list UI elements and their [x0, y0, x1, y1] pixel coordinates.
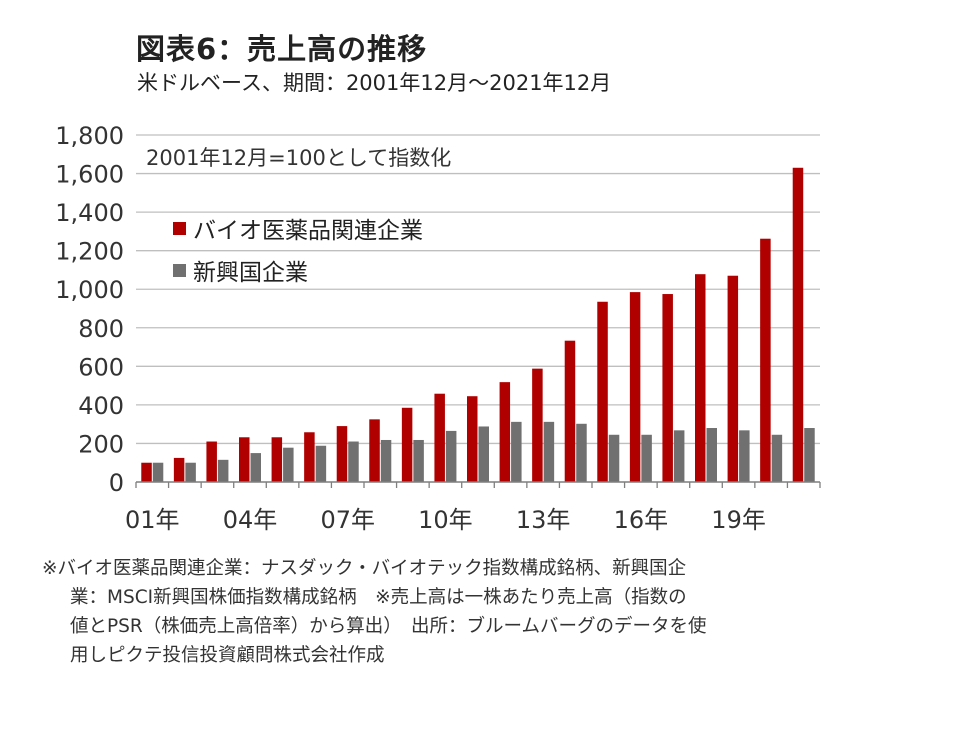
y-tick-label: 1,800: [55, 122, 124, 150]
bar-bio: [434, 393, 445, 482]
bar-emerging: [315, 445, 327, 482]
bar-emerging: [348, 441, 359, 482]
bar-bio: [141, 462, 152, 482]
y-axis-tick-labels: 0 200 400 600 800 1,000 1,200 1,400 1,600 1,800: [55, 122, 124, 497]
bar-emerging: [413, 439, 424, 482]
bar-bio: [206, 441, 217, 482]
bar-emerging: [673, 430, 685, 482]
x-axis-tick-labels: 01年 04年 07年 10年 13年 16年 19年: [125, 506, 766, 534]
y-tick-label: 1,000: [55, 276, 124, 304]
y-tick-label: 400: [78, 392, 124, 420]
bar-bio: [597, 301, 608, 482]
x-tick-label: 04年: [223, 506, 278, 534]
bar-emerging: [478, 426, 489, 482]
y-tick-label: 600: [78, 353, 124, 381]
legend-label-bio: バイオ医薬品関連企業: [193, 218, 423, 244]
footnote: ※バイオ医薬品関連企業：ナスダック・バイオテック指数構成銘柄、新興国企 業：MS…: [42, 554, 832, 670]
bar-bio: [564, 340, 576, 482]
bar-emerging: [283, 447, 294, 482]
bar-chart: 0 200 400 600 800 1,000 1,200 1,400 1,600 1,800 0…: [55, 122, 821, 534]
chart-title: 図表6：売上高の推移: [136, 32, 428, 66]
bar-bio: [239, 437, 250, 482]
bar-emerging: [641, 434, 652, 482]
footnote-line: 値とPSR（株価売上高倍率）から算出） 出所：ブルームバーグのデータを使: [70, 616, 707, 637]
bar-emerging: [217, 459, 229, 482]
bar-bio: [629, 292, 641, 482]
bar-emerging: [250, 453, 261, 482]
bar-bio: [173, 457, 185, 482]
x-tick-label: 16年: [614, 506, 669, 534]
bar-bio: [662, 294, 673, 482]
bar-emerging: [739, 430, 750, 482]
y-tick-label: 1,200: [55, 238, 124, 266]
bar-bio: [532, 368, 543, 482]
gridlines: [136, 134, 820, 445]
bar-bio: [467, 396, 478, 482]
footnote-line: 業：MSCI新興国株価指数構成銘柄 ※売上高は一株あたり売上高（指数の: [70, 587, 687, 608]
bar-bio: [792, 167, 804, 482]
bar-emerging: [706, 428, 717, 482]
bar-bio: [760, 238, 771, 482]
x-axis: [135, 481, 821, 488]
bar-emerging: [771, 434, 783, 482]
bar-bio: [499, 382, 511, 482]
y-tick-label: 1,600: [55, 161, 124, 189]
bar-bio: [695, 274, 706, 482]
bar-bio: [369, 419, 380, 482]
bar-bio: [336, 426, 348, 482]
legend: バイオ医薬品関連企業 新興国企業: [173, 218, 423, 286]
y-tick-label: 200: [78, 430, 124, 458]
bar-emerging: [445, 430, 457, 482]
bar-emerging: [804, 428, 815, 482]
legend-swatch-bio: [173, 222, 186, 235]
footnote-line: 用しピクテ投信投資顧問株式会社作成: [70, 645, 385, 666]
bar-bio: [727, 275, 739, 482]
x-tick-label: 13年: [516, 506, 571, 534]
bar-emerging: [608, 434, 620, 482]
bar-emerging: [380, 439, 392, 482]
y-tick-label: 800: [78, 315, 124, 343]
y-tick-label: 1,400: [55, 199, 124, 227]
bar-emerging: [543, 421, 555, 482]
x-tick-label: 19年: [711, 506, 766, 534]
x-tick-label: 07年: [320, 506, 375, 534]
y-tick-label: 0: [109, 469, 124, 497]
legend-swatch-emerging: [173, 264, 186, 277]
bar-emerging: [576, 423, 587, 482]
chart-subtitle: 米ドルベース、期間：2001年12月～2021年12月: [137, 71, 612, 95]
bar-emerging: [511, 421, 522, 482]
bar-bio: [401, 407, 413, 482]
bar-bio: [304, 432, 315, 482]
footnote-line: ※バイオ医薬品関連企業：ナスダック・バイオテック指数構成銘柄、新興国企: [42, 558, 687, 579]
bars: [141, 167, 815, 482]
bar-bio: [271, 437, 283, 482]
bar-emerging: [185, 462, 196, 482]
index-annotation: 2001年12月=100として指数化: [146, 146, 451, 170]
x-tick-label: 10年: [418, 506, 473, 534]
x-tick-label: 01年: [125, 506, 180, 534]
legend-label-emerging: 新興国企業: [193, 260, 308, 286]
bar-emerging: [152, 462, 164, 482]
